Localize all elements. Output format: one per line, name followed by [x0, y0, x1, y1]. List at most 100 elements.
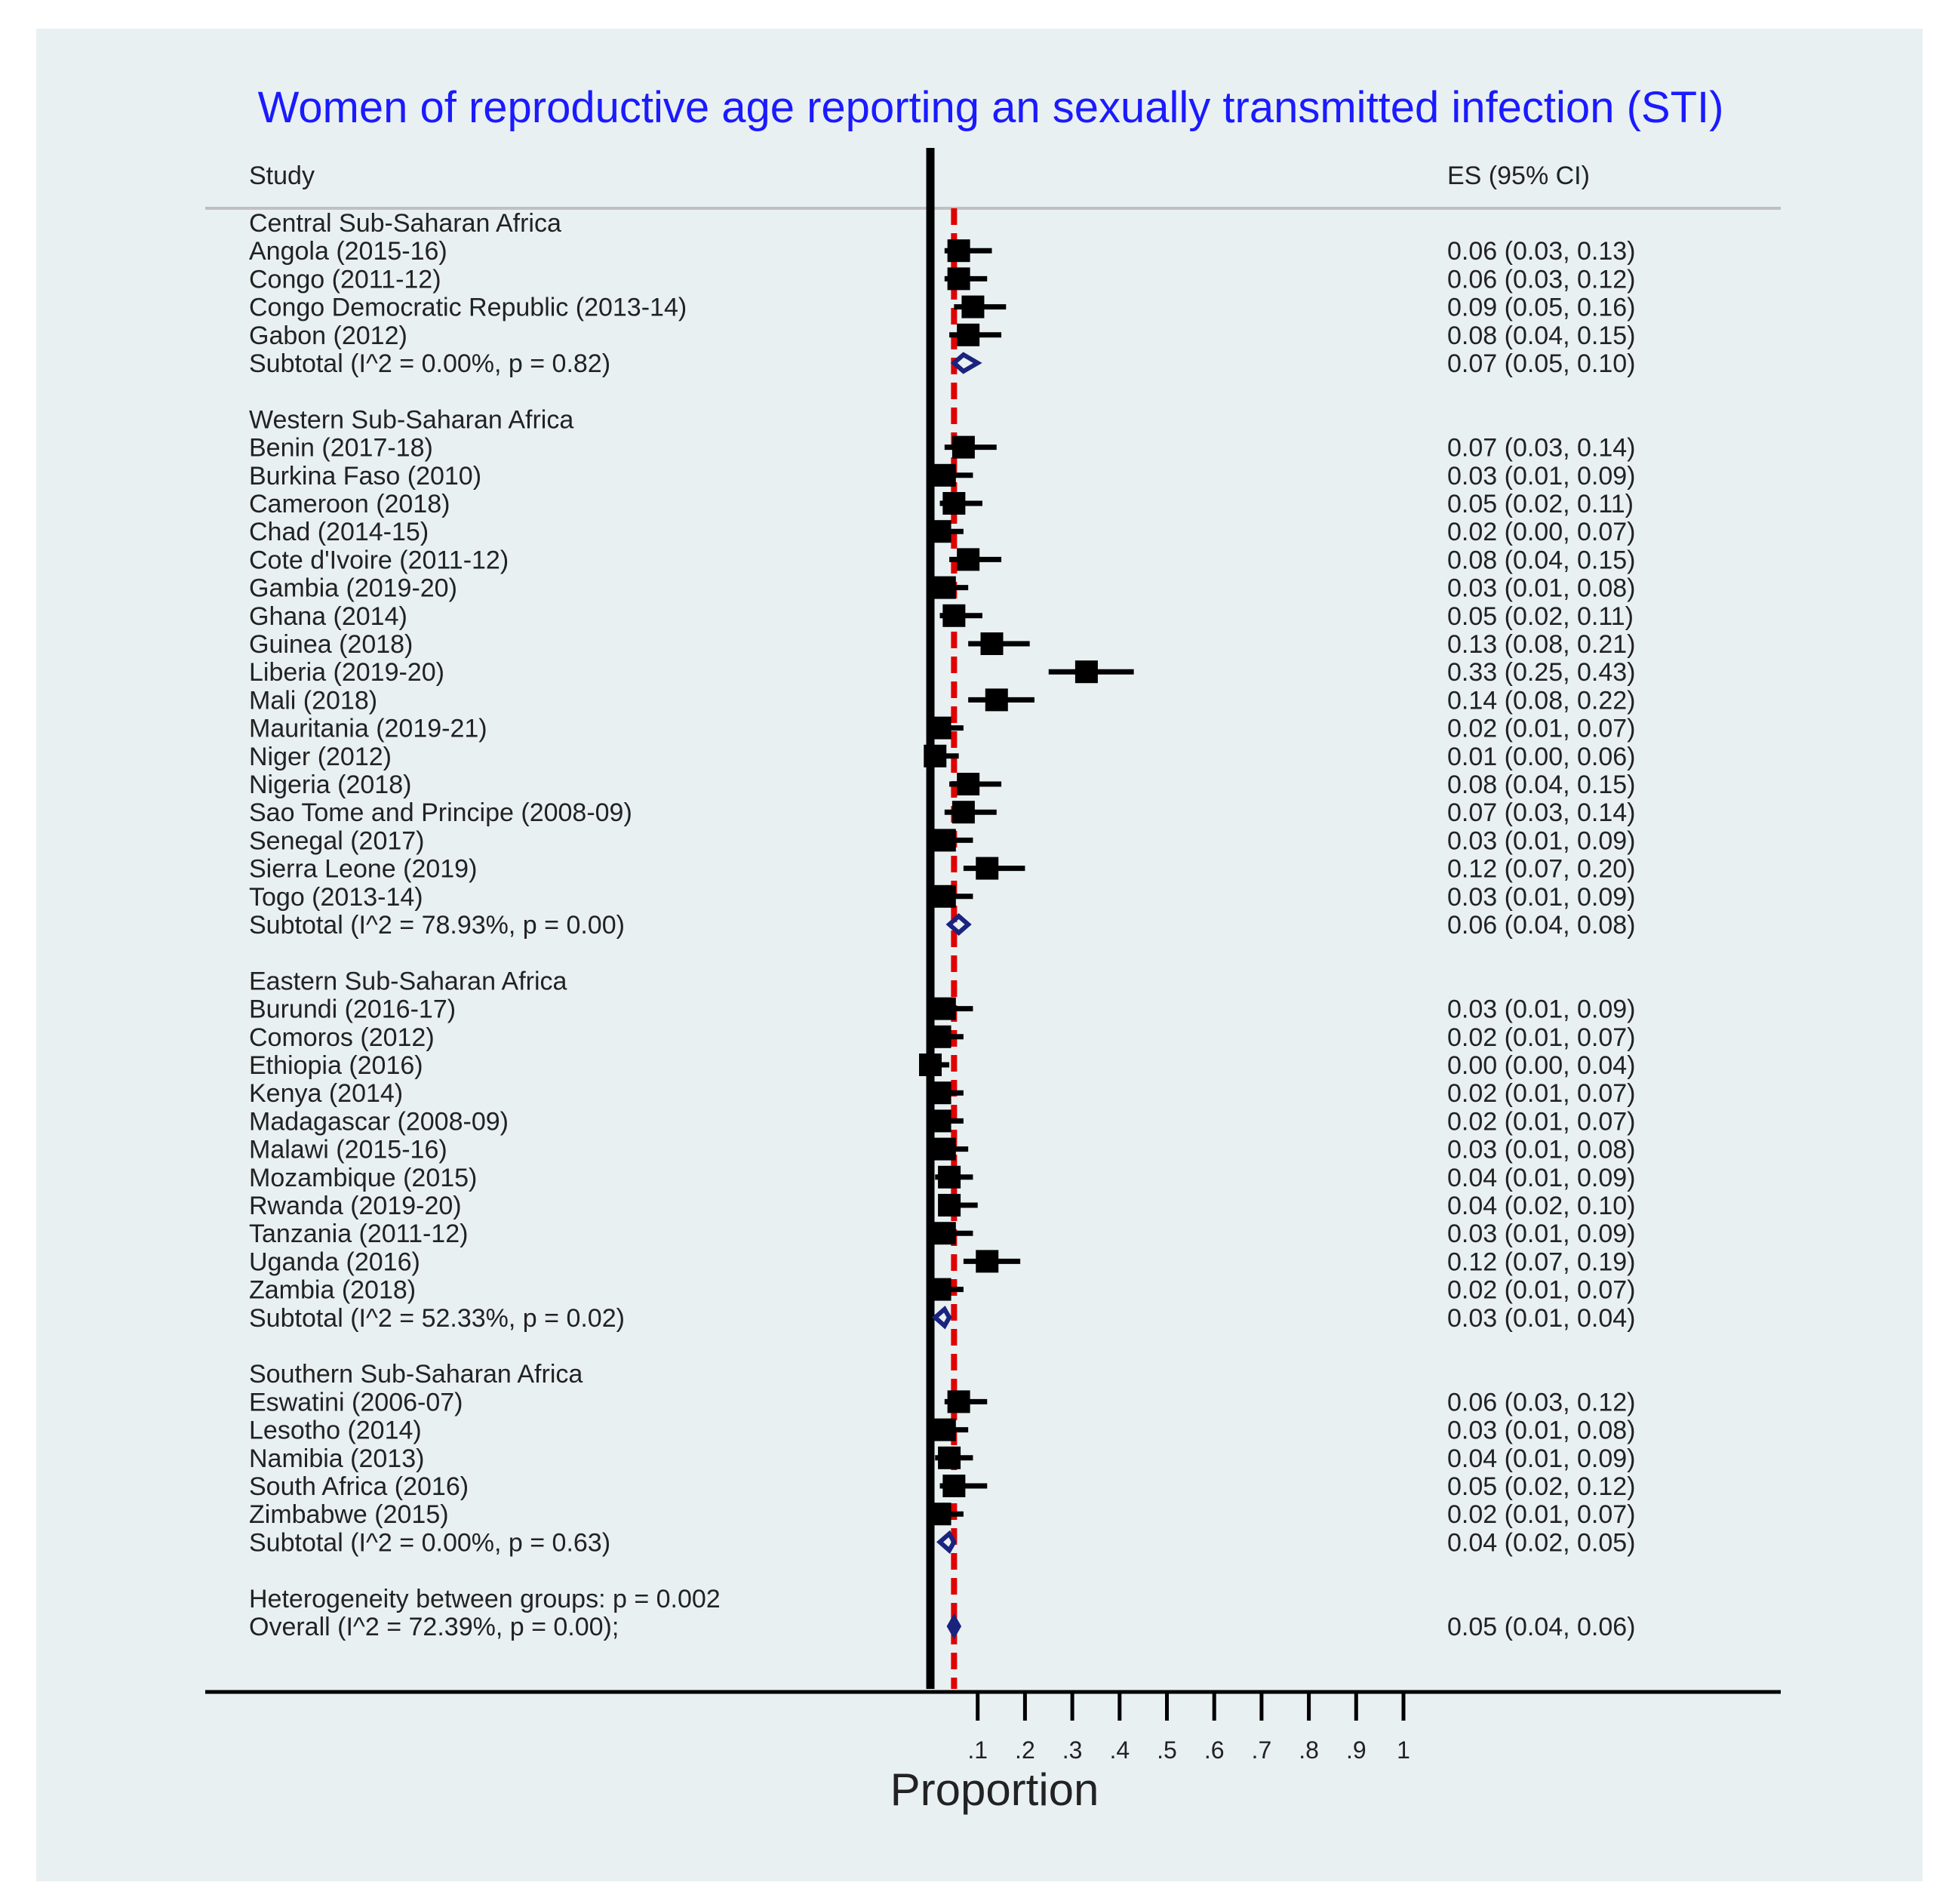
study-point-box — [951, 435, 975, 459]
study-point-box — [933, 1222, 956, 1245]
study-point-box — [947, 239, 970, 263]
subtotal-es-text: 0.03 (0.01, 0.04) — [1447, 1304, 1636, 1333]
study-point-box — [933, 997, 956, 1020]
study-es-text: 0.05 (0.02, 0.11) — [1447, 490, 1634, 518]
subtotal-label: Subtotal (I^2 = 52.33%, p = 0.02) — [249, 1304, 625, 1333]
overall-diamond — [946, 1613, 962, 1640]
group-header-label: Eastern Sub-Saharan Africa — [249, 967, 567, 995]
study-label: Burundi (2016-17) — [249, 995, 456, 1024]
x-tick-label: .4 — [1109, 1736, 1130, 1764]
study-point-box — [957, 773, 980, 795]
study-point-box — [1074, 660, 1098, 684]
study-point-box — [928, 1081, 951, 1105]
study-es-text: 0.02 (0.01, 0.07) — [1447, 1500, 1636, 1529]
study-es-text: 0.03 (0.01, 0.09) — [1447, 462, 1636, 491]
study-es-text: 0.04 (0.01, 0.09) — [1447, 1444, 1636, 1473]
study-es-text: 0.05 (0.02, 0.12) — [1447, 1472, 1636, 1501]
study-point-box — [933, 884, 956, 908]
subtotal-es-text: 0.06 (0.04, 0.08) — [1447, 911, 1636, 940]
study-label: Sao Tome and Principe (2008-09) — [249, 798, 632, 827]
study-es-text: 0.03 (0.01, 0.09) — [1447, 826, 1636, 855]
study-point-box — [980, 632, 1004, 655]
study-label: Chad (2014-15) — [249, 518, 429, 546]
study-es-text: 0.02 (0.01, 0.07) — [1447, 1276, 1636, 1305]
study-label: Congo (2011-12) — [249, 265, 441, 294]
study-label: Angola (2015-16) — [249, 237, 447, 266]
study-point-box — [919, 1054, 942, 1076]
study-es-text: 0.02 (0.01, 0.07) — [1447, 715, 1636, 743]
study-point-box — [938, 1446, 961, 1469]
study-point-box — [928, 716, 951, 740]
study-es-text: 0.04 (0.02, 0.10) — [1447, 1192, 1636, 1220]
study-point-box — [924, 744, 947, 767]
study-label: Zambia (2018) — [249, 1276, 416, 1305]
study-point-box — [957, 548, 980, 571]
study-es-text: 0.12 (0.07, 0.19) — [1447, 1247, 1636, 1276]
study-label: Namibia (2013) — [249, 1444, 424, 1473]
study-point-box — [938, 1194, 961, 1217]
study-point-box — [961, 295, 985, 318]
study-point-box — [976, 857, 999, 880]
study-label: Mali (2018) — [249, 686, 377, 715]
study-es-text: 0.03 (0.01, 0.09) — [1447, 995, 1636, 1024]
study-point-box — [951, 801, 975, 824]
study-label: Tanzania (2011-12) — [249, 1220, 468, 1248]
study-point-box — [928, 520, 951, 543]
study-point-box — [928, 1109, 951, 1133]
study-es-text: 0.03 (0.01, 0.08) — [1447, 574, 1636, 603]
study-es-text: 0.05 (0.02, 0.11) — [1447, 602, 1634, 631]
x-tick-label: .2 — [1015, 1736, 1035, 1764]
study-column-header: Study — [249, 161, 315, 190]
study-label: Burkina Faso (2010) — [249, 462, 481, 491]
study-label: Cameroon (2018) — [249, 490, 450, 518]
subtotal-diamond — [936, 1530, 957, 1555]
study-point-box — [947, 1390, 970, 1413]
subtotal-label: Subtotal (I^2 = 0.00%, p = 0.82) — [249, 349, 610, 378]
study-point-box — [938, 1165, 961, 1189]
study-es-text: 0.02 (0.01, 0.07) — [1447, 1107, 1636, 1136]
study-point-box — [942, 1475, 966, 1497]
x-axis-label: Proportion — [890, 1764, 1099, 1815]
study-es-text: 0.02 (0.00, 0.07) — [1447, 518, 1636, 546]
study-es-text: 0.00 (0.00, 0.04) — [1447, 1051, 1636, 1080]
study-point-box — [985, 688, 1008, 712]
x-tick-label: .8 — [1299, 1736, 1319, 1764]
subtotal-es-text: 0.04 (0.02, 0.05) — [1447, 1528, 1636, 1557]
study-label: Sierra Leone (2019) — [249, 855, 477, 884]
study-label: Ethiopia (2016) — [249, 1051, 423, 1080]
study-label: Madagascar (2008-09) — [249, 1107, 509, 1136]
study-es-text: 0.02 (0.01, 0.07) — [1447, 1023, 1636, 1052]
study-es-text: 0.13 (0.08, 0.21) — [1447, 630, 1636, 659]
study-point-box — [933, 1418, 956, 1441]
subtotal-label: Subtotal (I^2 = 78.93%, p = 0.00) — [249, 911, 625, 940]
heterogeneity-note-label: Heterogeneity between groups: p = 0.002 — [249, 1585, 721, 1613]
study-point-box — [947, 267, 970, 291]
overall-label: Overall (I^2 = 72.39%, p = 0.00); — [249, 1613, 619, 1641]
study-es-text: 0.04 (0.01, 0.09) — [1447, 1164, 1636, 1192]
study-point-box — [928, 1503, 951, 1526]
study-es-text: 0.14 (0.08, 0.22) — [1447, 686, 1636, 715]
study-label: Uganda (2016) — [249, 1247, 420, 1276]
study-es-text: 0.06 (0.03, 0.13) — [1447, 237, 1636, 266]
subtotal-diamond — [950, 352, 982, 374]
subtotal-diamond — [945, 913, 972, 936]
study-point-box — [933, 463, 956, 487]
x-ticks: .1 .2 .3 .4 .5 .6 .7 .8 .9 1 — [967, 1692, 1410, 1764]
study-es-text: 0.06 (0.03, 0.12) — [1447, 1388, 1636, 1416]
study-es-text: 0.03 (0.01, 0.09) — [1447, 1220, 1636, 1248]
study-point-box — [933, 829, 956, 852]
study-label: Lesotho (2014) — [249, 1416, 422, 1445]
subtotal-diamond — [931, 1306, 952, 1330]
study-label: Mauritania (2019-21) — [249, 715, 487, 743]
study-point-box — [928, 1025, 951, 1048]
x-tick-label: .6 — [1204, 1736, 1225, 1764]
study-es-text: 0.07 (0.03, 0.14) — [1447, 798, 1636, 827]
group-header-label: Central Sub-Saharan Africa — [249, 209, 561, 238]
study-label: Zimbabwe (2015) — [249, 1500, 449, 1529]
study-label: Gambia (2019-20) — [249, 574, 457, 603]
study-label: Guinea (2018) — [249, 630, 413, 659]
study-label: Malawi (2015-16) — [249, 1136, 447, 1164]
study-es-text: 0.03 (0.01, 0.08) — [1447, 1136, 1636, 1164]
overall-es-text: 0.05 (0.04, 0.06) — [1447, 1613, 1636, 1641]
